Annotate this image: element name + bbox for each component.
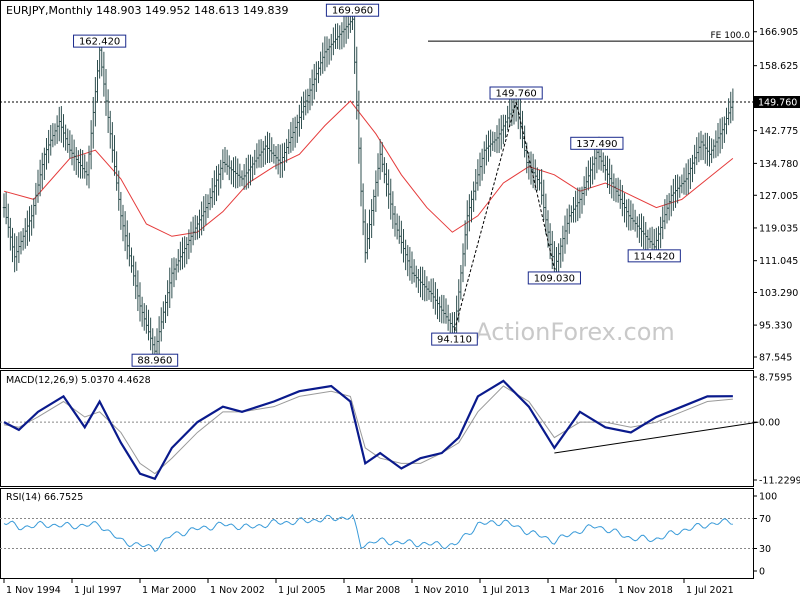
price-tick-label: 95.330: [759, 321, 792, 332]
price-tick-label: 158.625: [759, 61, 798, 72]
price-tick-label: 119.035: [759, 223, 798, 234]
time-tick-label: 1 Nov 2010: [414, 585, 469, 596]
time-tick-label: 1 Nov 2002: [210, 585, 265, 596]
rsi-tick-label: 70: [759, 514, 771, 525]
price-axis: 166.905158.625150.345142.775134.780127.0…: [753, 27, 798, 364]
annotation-label: 109.030: [534, 273, 575, 284]
time-tick-label: 1 Jul 2021: [686, 585, 734, 596]
time-tick-label: 1 Jul 1997: [74, 585, 122, 596]
rsi-tick-label: 100: [759, 492, 777, 503]
annotation-box: [325, 3, 380, 17]
rsi-label: RSI(14) 66.7525: [6, 492, 83, 503]
time-tick-label: 1 Jul 2013: [482, 585, 530, 596]
time-tick-label: 1 Nov 1994: [6, 585, 61, 596]
annotation-label: 94.110: [437, 335, 472, 346]
annotation-label: 88.960: [137, 356, 172, 367]
fe-level-label: FE 100.0: [711, 31, 751, 41]
macd-tick-label: 8.7595: [759, 373, 792, 384]
current-price-value: 149.760: [758, 98, 797, 109]
swing-line: [454, 101, 517, 331]
price-tick-label: 87.545: [759, 353, 792, 364]
rsi-level-lines: [0, 518, 753, 549]
macd-tick-label: 0.00: [759, 418, 780, 429]
annotation-box: [527, 271, 581, 285]
price-panel-frame: [0, 0, 754, 369]
time-tick-label: 1 Jul 2005: [278, 585, 326, 596]
rsi-tick-label: 0: [759, 567, 765, 578]
annotation-label: 114.420: [634, 251, 675, 262]
rsi-line: [3, 513, 733, 552]
current-price-badge: [754, 96, 800, 109]
price-tick-label: 127.005: [759, 191, 798, 202]
macd-main-line: [3, 379, 733, 481]
rsi-axis: 100 70 30 0: [753, 492, 777, 578]
price-annotations: 162.420 169.960 88.960 149.760 94.110 137.490…: [73, 3, 681, 367]
macd-tick-label: -11.2299: [759, 476, 800, 487]
swing-trendlines: [454, 101, 555, 331]
ohlc-header: 148.903 149.952 148.613 149.839: [96, 4, 288, 17]
watermark: ActionForex.com: [475, 318, 675, 346]
annotation-box: [627, 249, 681, 263]
macd-label: MACD(12,26,9) 5.0370 4.4628: [6, 375, 151, 386]
swing-line: [515, 101, 555, 270]
annotation-label: 162.420: [79, 37, 120, 48]
annotation-box: [489, 86, 543, 100]
annotation-box: [131, 353, 179, 367]
price-tick-label: 166.905: [759, 27, 798, 38]
time-axis: 1 Nov 1994 1 Jul 1997 1 Mar 2000 1 Nov 2002…: [3, 579, 734, 596]
annotation-box: [570, 136, 624, 150]
time-tick-label: 1 Mar 2000: [142, 585, 196, 596]
annotation-label: 149.760: [495, 89, 536, 100]
annotation-box: [431, 332, 478, 346]
annotation-box: [73, 34, 127, 48]
ohlc-bars: [2, 5, 735, 367]
rsi-tick-label: 30: [759, 544, 771, 555]
macd-panel-frame: [0, 370, 754, 487]
macd-axis: 8.7595 0.00 -11.2299: [753, 373, 800, 487]
annotation-label: 137.490: [576, 139, 617, 150]
rsi-panel-frame: [0, 488, 754, 579]
price-tick-label: 142.775: [759, 126, 798, 137]
time-tick-label: 1 Nov 2018: [618, 585, 673, 596]
time-tick-label: 1 Mar 2008: [346, 585, 400, 596]
price-tick-label: 111.045: [759, 256, 798, 267]
macd-trendline: [554, 421, 759, 454]
price-tick-label: 134.780: [759, 159, 798, 170]
time-tick-label: 1 Mar 2016: [550, 585, 604, 596]
chart-title: EURJPY,Monthly: [6, 4, 93, 17]
price-tick-label: 103.290: [759, 288, 798, 299]
annotation-label: 169.960: [332, 6, 373, 17]
